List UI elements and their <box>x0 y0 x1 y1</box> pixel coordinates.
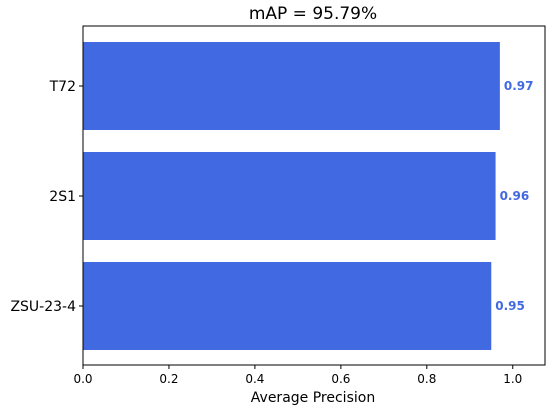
value-label-zsu-23-4: 0.95 <box>495 299 525 313</box>
y-tick-label-t72: T72 <box>49 79 76 95</box>
x-axis-label: Average Precision <box>251 390 375 406</box>
bar-2s1 <box>83 152 496 240</box>
x-tick-label: 0.4 <box>245 372 264 386</box>
y-tick-label-zsu-23-4: ZSU-23-4 <box>10 299 76 315</box>
bars-group: 0.97 0.96 0.95 <box>83 42 533 350</box>
y-axis-categories: T72 2S1 ZSU-23-4 <box>10 79 83 315</box>
x-tick-label: 1.0 <box>503 372 522 386</box>
x-tick-label: 0.6 <box>331 372 350 386</box>
x-tick-label: 0.8 <box>417 372 436 386</box>
chart-title: mAP = 95.79% <box>249 4 377 24</box>
y-tick-label-2s1: 2S1 <box>49 189 76 205</box>
x-axis-ticks: 0.0 0.2 0.4 0.6 0.8 1.0 <box>73 365 522 386</box>
bar-t72 <box>83 42 500 130</box>
value-label-2s1: 0.96 <box>500 189 530 203</box>
bar-zsu-23-4 <box>83 262 492 350</box>
x-tick-label: 0.0 <box>73 372 92 386</box>
x-tick-label: 0.2 <box>159 372 178 386</box>
value-label-t72: 0.97 <box>504 79 534 93</box>
